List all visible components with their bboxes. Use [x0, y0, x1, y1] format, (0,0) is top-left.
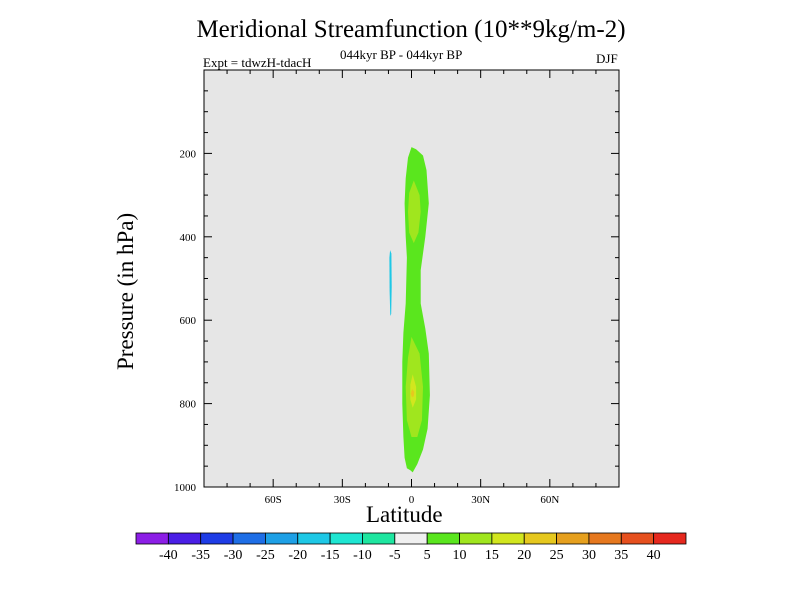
- contour-region-1: [408, 180, 421, 244]
- colorbar-swatch: [297, 532, 331, 545]
- chart-subtitle-period: 044kyr BP - 044kyr BP: [340, 47, 463, 62]
- colorbar: -40 -35 -30 -25 -20 -15 -10 -5 5 10 15 20 25 30 35 40: [135, 532, 687, 563]
- colorbar-label: -25: [256, 548, 275, 563]
- contour-regions: [389, 147, 430, 473]
- colorbar-swatch: [588, 532, 622, 545]
- colorbar-label: 10: [453, 548, 467, 563]
- y-tick-label: 600: [180, 315, 197, 327]
- colorbar-label: 5: [424, 548, 431, 563]
- colorbar-label: 35: [614, 548, 628, 563]
- colorbar-label: 30: [582, 548, 596, 563]
- x-axis-label: Latitude: [366, 502, 443, 527]
- colorbar-swatch: [459, 532, 493, 545]
- colorbar-label: -15: [321, 548, 340, 563]
- colorbar-swatch: [329, 532, 363, 545]
- colorbar-label: -10: [353, 548, 372, 563]
- axis-ticks: 60S 30S 0 30N 60N 200 400 600 800 1000: [174, 70, 619, 506]
- colorbar-swatch: [523, 532, 557, 545]
- x-tick-label: 0: [409, 494, 415, 506]
- colorbar-label: 15: [485, 548, 499, 563]
- colorbar-swatch: [135, 532, 169, 545]
- colorbar-swatch: [491, 532, 525, 545]
- y-tick-label: 400: [180, 232, 197, 244]
- colorbar-swatch: [167, 532, 202, 545]
- x-tick-label: 60S: [265, 494, 282, 506]
- y-tick-label: 200: [180, 148, 197, 160]
- colorbar-label: 20: [517, 548, 531, 563]
- colorbar-label: 25: [550, 548, 564, 563]
- contour-region-4: [410, 389, 415, 398]
- y-tick-label: 1000: [174, 482, 197, 494]
- colorbar-label: -20: [288, 548, 307, 563]
- colorbar-swatch: [232, 532, 266, 545]
- colorbar-swatch: [394, 532, 428, 545]
- colorbar-swatch: [620, 532, 655, 545]
- colorbar-swatch: [556, 532, 590, 545]
- chart-title: Meridional Streamfunction (10**9kg/m-2): [196, 16, 626, 43]
- contour-region-5: [389, 250, 392, 316]
- y-tick-label: 800: [180, 399, 197, 411]
- colorbar-swatch: [653, 532, 687, 545]
- x-tick-label: 30S: [334, 494, 351, 506]
- colorbar-label: -30: [224, 548, 243, 563]
- colorbar-swatch: [265, 532, 299, 545]
- colorbar-label: -35: [191, 548, 210, 563]
- colorbar-label: -40: [159, 548, 178, 563]
- chart-subtitle-experiment: Expt = tdwzH-tdacH: [203, 55, 312, 70]
- colorbar-swatch: [200, 532, 234, 545]
- x-tick-label: 60N: [540, 494, 559, 506]
- colorbar-swatch: [362, 532, 396, 545]
- x-tick-label: 30N: [471, 494, 490, 506]
- colorbar-label: 40: [647, 548, 661, 563]
- colorbar-swatch: [426, 532, 460, 545]
- colorbar-label: -5: [389, 548, 401, 563]
- chart-subtitle-season: DJF: [596, 51, 618, 66]
